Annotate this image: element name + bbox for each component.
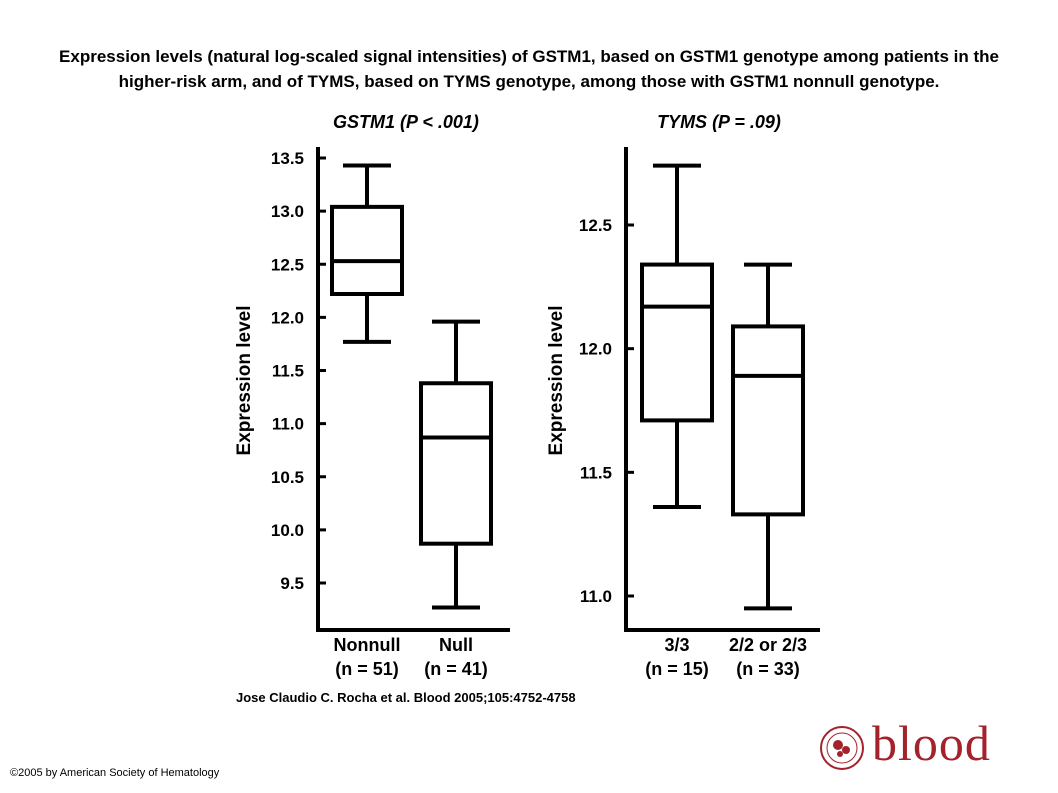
iqr-box [330,204,404,296]
y-tick-label: 12.0 [579,340,612,359]
category-count-label: (n = 33) [736,659,800,679]
box-null [419,319,493,610]
y-tick-label: 12.5 [579,216,612,235]
box-2-2-or-2-3 [731,262,805,611]
y-tick-label: 11.0 [580,587,612,606]
category-label: 2/2 or 2/3 [729,635,807,655]
y-tick-label: 10.5 [271,468,304,487]
category-count-label: (n = 15) [645,659,709,679]
category-count-label: (n = 41) [424,659,488,679]
tyms-chart-panel: TYMS (P = .09) 11.0 11.5 12.0 12.5 Expression… [546,112,820,679]
y-tick-label: 11.5 [580,463,612,482]
copyright: ©2005 by American Society of Hematology [10,767,220,779]
y-axis-label: Expression level [234,306,255,456]
chart-title: GSTM1 (P < .001) [333,112,479,132]
blood-society-seal-icon [820,726,864,770]
figure-title: Expression levels (natural log-scaled si… [59,47,999,91]
box-nonnull [330,163,404,344]
category-label: Nonnull [334,635,401,655]
category-label: 3/3 [664,635,689,655]
box-3-3 [640,163,714,509]
y-tick-label: 11.0 [272,415,304,434]
category-label: Null [439,635,473,655]
gstm1-chart-panel: GSTM1 (P < .001) 9.5 10.0 10.5 11.0 11.5 12.0 1… [234,112,510,679]
citation: Jose Claudio C. Rocha et al. Blood 2005;… [236,690,576,705]
blood-logo: blood [814,715,1004,772]
iqr-box [640,262,714,423]
blood-logo-text: blood [872,715,991,771]
chart-title: TYMS (P = .09) [657,112,781,132]
y-axis-label: Expression level [546,306,567,456]
y-tick-label: 10.0 [271,521,304,540]
category-count-label: (n = 51) [335,659,399,679]
y-tick-label: 13.0 [271,202,304,221]
y-tick-label: 12.5 [271,255,304,274]
y-tick-label: 12.0 [271,308,304,327]
y-tick-label: 9.5 [280,574,304,593]
iqr-box [731,324,805,517]
y-tick-label: 13.5 [271,149,304,168]
y-tick-label: 11.5 [272,362,304,381]
iqr-box [419,381,493,546]
